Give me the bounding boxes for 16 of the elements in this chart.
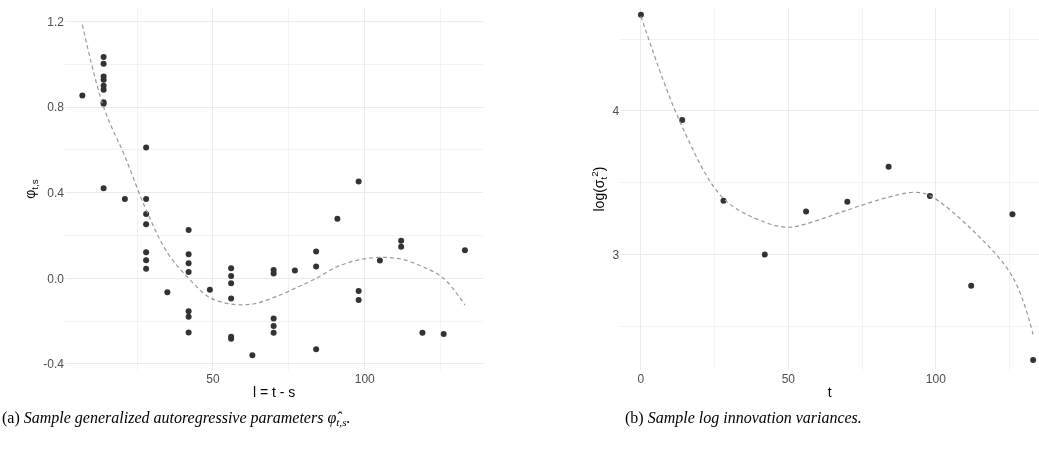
y-tick-label: 0.0 <box>47 271 65 286</box>
y-tick-label: 4 <box>612 104 620 119</box>
x-axis-title: l = t - s <box>252 384 296 401</box>
text: (a) Sample generalized autoregressive parameters φ̂$_{t,s}$. <box>2 409 351 429</box>
x-tick-label: 100 <box>354 372 376 387</box>
y-tick-label: 0.4 <box>47 185 65 200</box>
x-tick-label: 100 <box>925 372 947 387</box>
x-axis-title: t <box>827 384 832 401</box>
x-tick-label: 0 <box>637 372 645 387</box>
x-tick-label: 50 <box>781 372 796 387</box>
x-tick-label: 50 <box>206 372 220 387</box>
text: (b) Sample log innovation variances. <box>625 409 862 427</box>
y-tick-label: 1.2 <box>47 14 65 29</box>
y-tick-label: -0.4 <box>43 357 65 372</box>
y-tick-label: 0.8 <box>47 100 65 115</box>
y-tick-label: 3 <box>612 247 620 262</box>
